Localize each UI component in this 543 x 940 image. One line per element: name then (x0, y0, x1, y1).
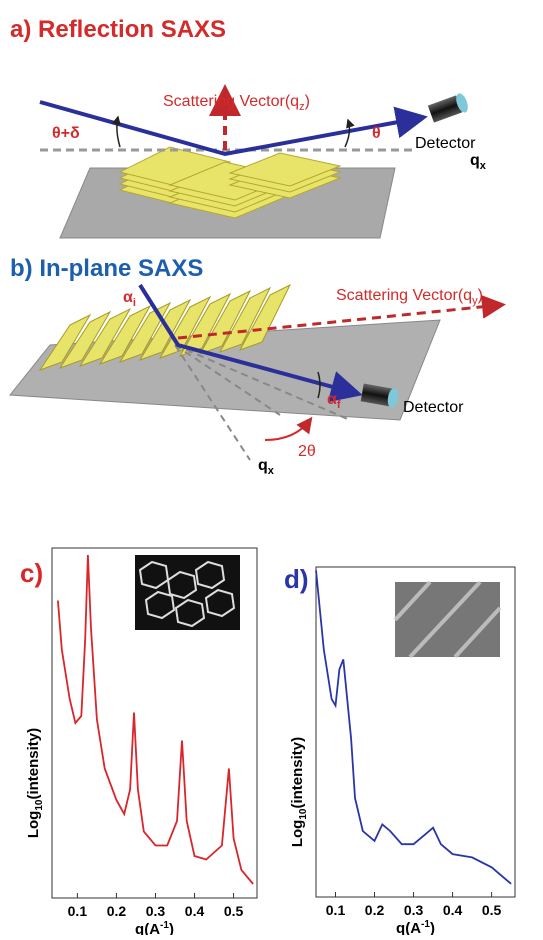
y-axis-label: Log10(intensity) (289, 737, 309, 847)
axis-label: qx (470, 152, 487, 172)
x-axis-label: q(A-1) (135, 920, 174, 935)
text: q(A (135, 921, 160, 935)
axis-label: qx (258, 457, 275, 477)
angle-label: θ+δ (52, 125, 80, 142)
panel-label: d) (284, 564, 309, 594)
x-tick-label: 0.3 (146, 903, 166, 919)
x-tick-label: 0.2 (107, 903, 127, 919)
subscript: 10 (298, 808, 309, 820)
subscript: f (337, 399, 341, 411)
text: Log (289, 820, 306, 848)
subscript: 10 (34, 799, 45, 811)
text: q (470, 152, 480, 169)
angle-label: θ (372, 125, 381, 142)
text: ) (478, 287, 483, 304)
page: {"panel_a": {"title": "a) Reflection SAX… (0, 0, 543, 935)
text: (intensity) (25, 728, 42, 800)
angle-label: αi (123, 289, 136, 309)
x-tick-label: 0.1 (68, 903, 88, 919)
subscript: x (480, 160, 487, 172)
subscript: i (133, 297, 136, 309)
text: q (258, 457, 268, 474)
detector-label: Detector (403, 399, 464, 416)
vector-label: Scattering Vector(qz) (163, 93, 310, 113)
x-tick-label: 0.2 (365, 902, 385, 918)
angle-label: 2θ (298, 443, 316, 460)
x-tick-label: 0.3 (404, 902, 424, 918)
diagram-a (40, 92, 470, 238)
text: ) (430, 920, 435, 935)
text: q(A (396, 920, 421, 935)
x-tick-label: 0.4 (185, 903, 205, 919)
panel-label: c) (20, 558, 43, 588)
text: Log (25, 811, 42, 839)
panel-title: a) Reflection SAXS (10, 16, 226, 43)
text: (intensity) (289, 737, 306, 809)
text: Scattering Vector(q (163, 93, 299, 110)
text: ) (169, 921, 174, 935)
x-axis-label: q(A-1) (396, 919, 435, 935)
inset-image (395, 582, 500, 657)
text: ) (305, 93, 310, 110)
x-tick-label: 0.4 (443, 902, 463, 918)
figure: a) Reflection SAXS Scattering Vector(qz)… (0, 0, 543, 935)
x-tick-label: 0.1 (326, 902, 346, 918)
subscript: x (268, 465, 275, 477)
y-axis-label: Log10(intensity) (25, 728, 45, 838)
x-tick-label: 0.5 (482, 902, 502, 918)
diagram-b (10, 285, 500, 460)
panel-title: b) In-plane SAXS (10, 255, 203, 282)
text: α (327, 391, 337, 408)
vector-label: Scattering Vector(qy) (336, 287, 483, 307)
inset-image (135, 555, 240, 630)
detector-label: Detector (415, 135, 476, 152)
text: Scattering Vector(q (336, 287, 472, 304)
text: α (123, 289, 133, 306)
x-tick-label: 0.5 (224, 903, 244, 919)
